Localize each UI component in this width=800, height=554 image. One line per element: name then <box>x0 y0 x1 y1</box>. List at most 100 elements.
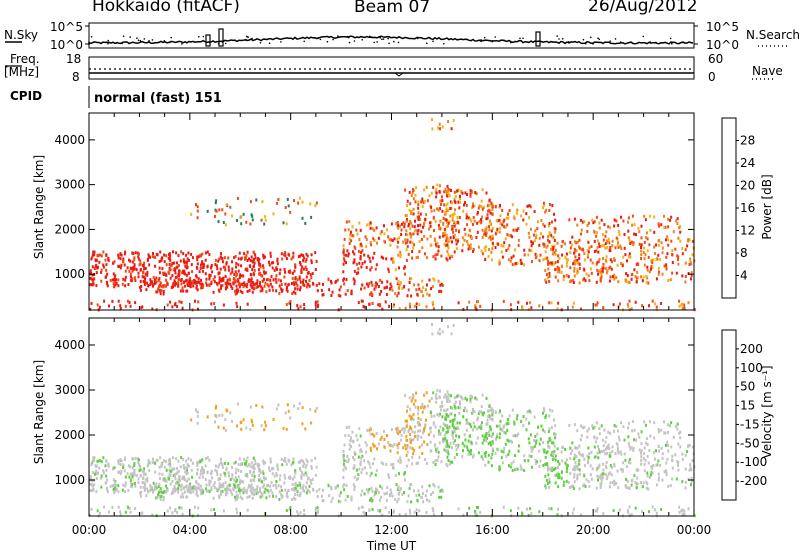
power-cell <box>498 262 501 266</box>
power-cell <box>166 303 169 307</box>
velocity-cell <box>552 441 555 445</box>
velocity-cell <box>538 510 541 514</box>
velocity-cell <box>494 410 497 414</box>
velocity-cell <box>418 420 420 424</box>
velocity-cell <box>446 400 449 403</box>
power-cell <box>406 199 409 203</box>
velocity-cell <box>417 423 420 427</box>
velocity-cell <box>581 426 584 430</box>
power-cell <box>548 301 551 305</box>
power-cell <box>594 303 597 307</box>
power-cell <box>504 237 507 241</box>
power-cell <box>218 279 221 282</box>
velocity-cell <box>653 451 656 455</box>
velocity-cell <box>166 488 169 492</box>
power-cell <box>420 230 423 234</box>
velocity-cell <box>481 421 483 425</box>
power-cell <box>414 200 417 204</box>
velocity-cell <box>345 483 348 487</box>
velocity-cell <box>113 480 116 484</box>
velocity-cell <box>538 464 541 468</box>
velocity-cell <box>138 463 141 467</box>
power-cell <box>374 267 377 271</box>
power-cell <box>568 280 571 284</box>
power-cell <box>175 251 178 255</box>
velocity-cell <box>262 470 264 474</box>
velocity-cell <box>113 491 116 495</box>
power-cell <box>583 252 586 255</box>
velocity-cell <box>414 425 416 429</box>
power-cell <box>547 235 550 239</box>
velocity-cell <box>275 407 278 411</box>
power-cell <box>292 290 295 294</box>
velocity-cell <box>139 465 142 469</box>
power-cell <box>322 282 324 286</box>
power-cell <box>451 201 453 205</box>
search-dot <box>303 40 306 43</box>
velocity-cell <box>278 498 281 501</box>
velocity-cell <box>556 447 559 451</box>
velocity-cell <box>413 449 416 452</box>
power-cell <box>201 252 204 256</box>
velocity-cell <box>260 424 263 428</box>
power-cell <box>320 288 323 292</box>
velocity-cell <box>423 427 425 431</box>
velocity-cell <box>555 473 558 477</box>
velocity-cell <box>237 469 240 473</box>
velocity-cell <box>463 444 466 448</box>
power-cell <box>253 269 256 272</box>
velocity-cell <box>434 425 437 429</box>
power-cell <box>464 201 466 205</box>
velocity-cell <box>612 509 615 513</box>
power-cell <box>109 279 112 282</box>
velocity-cell <box>440 495 443 499</box>
velocity-cell <box>100 476 103 480</box>
power-cell <box>303 303 306 306</box>
power-cell <box>121 282 124 286</box>
velocity-cell <box>609 463 612 467</box>
velocity-cell <box>272 494 274 498</box>
power-cell <box>396 221 399 224</box>
velocity-cell <box>599 473 602 477</box>
velocity-cell <box>465 409 468 413</box>
velocity-cell <box>544 416 547 419</box>
power-cell <box>435 187 438 191</box>
velocity-cell <box>638 448 641 452</box>
velocity-cell <box>271 467 273 471</box>
power-cell <box>445 257 448 261</box>
power-cell <box>255 282 258 286</box>
velocity-cell <box>602 444 605 448</box>
power-cell <box>600 272 603 276</box>
power-cell <box>260 218 263 222</box>
power-cell <box>484 249 487 253</box>
power-cell <box>200 278 202 282</box>
velocity-cell <box>357 455 360 459</box>
velocity-cell <box>456 421 459 425</box>
power-cell <box>197 277 200 281</box>
velocity-cell <box>386 434 388 437</box>
velocity-cell <box>432 513 435 517</box>
power-cell <box>421 197 424 201</box>
power-cell <box>534 256 537 260</box>
velocity-cell <box>618 508 621 512</box>
velocity-cell <box>514 434 517 438</box>
power-cell <box>445 233 448 237</box>
velocity-cell <box>347 460 350 464</box>
velocity-cell <box>624 484 627 488</box>
power-cell <box>396 294 399 298</box>
velocity-cell <box>131 482 134 486</box>
velocity-cell <box>601 438 604 442</box>
power-cell <box>470 219 473 223</box>
velocity-cell <box>96 459 99 463</box>
power-cell <box>278 292 281 295</box>
velocity-cell <box>626 509 629 513</box>
velocity-cell <box>95 476 98 480</box>
power-cell <box>217 288 220 292</box>
velocity-cell <box>436 447 439 451</box>
velocity-cell <box>344 498 347 502</box>
velocity-cell <box>140 490 143 494</box>
power-cell <box>670 239 673 243</box>
power-cell <box>446 194 449 198</box>
power-cell <box>383 286 386 290</box>
velocity-cell <box>683 512 686 516</box>
